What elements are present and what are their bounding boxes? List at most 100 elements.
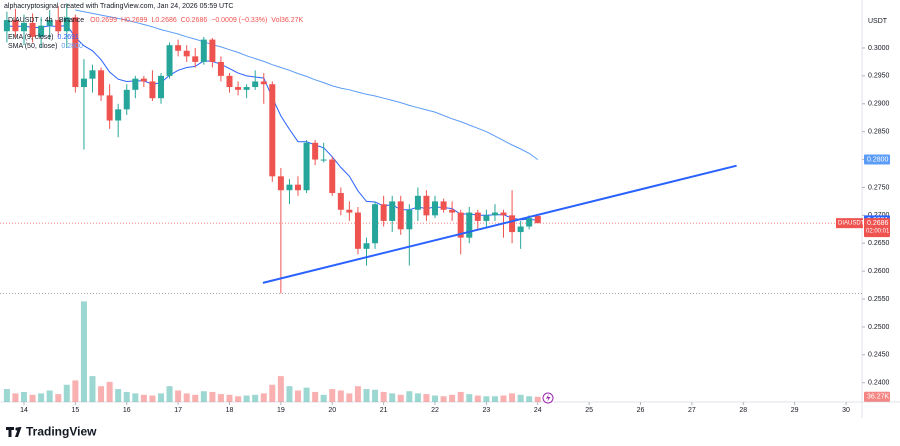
- y-tick-label: 0.3000: [868, 45, 890, 52]
- x-tick-label: 29: [791, 407, 799, 414]
- volume-bar: [183, 393, 190, 402]
- candle-body: [372, 204, 379, 244]
- volume-bar: [38, 393, 45, 402]
- candle-body: [20, 22, 27, 32]
- y-tick-label: 0.2650: [868, 240, 890, 247]
- x-tick-label: 27: [688, 407, 696, 414]
- candle-body: [80, 78, 87, 88]
- candle-body: [158, 75, 165, 99]
- volume-bar: [277, 376, 284, 402]
- volume-bar: [3, 389, 10, 402]
- candle-body: [286, 184, 293, 191]
- candle-body: [406, 209, 413, 230]
- volume-bar: [372, 389, 379, 402]
- volume-bar: [457, 391, 464, 402]
- volume-bar: [158, 393, 165, 402]
- x-tick-label: 26: [637, 407, 645, 414]
- x-tick-label: 17: [174, 407, 182, 414]
- volume-bar: [363, 389, 370, 402]
- indicator-price-label: 0.2800: [867, 156, 889, 163]
- candle-body: [500, 212, 507, 216]
- candle-body: [46, 20, 53, 26]
- volume-bar: [466, 394, 473, 402]
- candle-body: [29, 22, 36, 37]
- candle-body: [277, 176, 284, 191]
- price-tag: [864, 218, 890, 238]
- candle-body: [183, 50, 190, 57]
- candle-body: [217, 61, 224, 76]
- candle-body: [63, 17, 70, 32]
- volume-bar: [286, 386, 293, 402]
- volume-bar: [175, 390, 182, 402]
- candle-body: [380, 204, 387, 221]
- volume-bar: [397, 394, 404, 402]
- candle-body: [260, 81, 267, 85]
- candle-body: [526, 218, 533, 227]
- candle-body: [252, 81, 259, 88]
- ohlc-text: O0.2699: [90, 17, 117, 24]
- candle-body: [140, 78, 147, 82]
- candle-body: [123, 89, 130, 110]
- candle-body: [303, 142, 310, 191]
- candle-body: [337, 193, 344, 210]
- ohlc-text: −0.0009 (−0.33%): [211, 17, 267, 24]
- volume-bar: [63, 384, 70, 402]
- volume-bar: [123, 391, 130, 402]
- volume-bar: [149, 395, 156, 402]
- candle-body: [132, 78, 139, 90]
- volume-bar: [132, 393, 139, 402]
- volume-bar: [294, 390, 301, 402]
- candle-body: [226, 75, 233, 88]
- candle-body: [294, 184, 301, 191]
- volume-bar: [440, 396, 447, 402]
- legend-entry: EMA (9, close): [8, 34, 54, 41]
- x-tick-label: 14: [20, 407, 28, 414]
- candle-body: [3, 20, 10, 32]
- candle-body: [175, 45, 182, 51]
- volume-bar: [320, 394, 327, 402]
- currency: USDT: [868, 18, 888, 25]
- candle-body: [115, 109, 122, 121]
- candle-body: [534, 215, 541, 224]
- x-tick-label: 19: [277, 407, 285, 414]
- symbol-line: DIAUSDT · 4h · Binance: [8, 17, 84, 24]
- volume-bar: [192, 394, 199, 402]
- candle-body: [440, 201, 447, 210]
- candle-body: [98, 70, 105, 96]
- y-tick-label: 0.2750: [868, 184, 890, 191]
- candle-body: [389, 201, 396, 221]
- volume-bar: [252, 394, 259, 402]
- volume-bar: [140, 394, 147, 402]
- candle-body: [363, 243, 370, 249]
- brand-name: TradingView: [26, 425, 97, 439]
- symbol-tag: [836, 218, 863, 229]
- x-tick-label: 23: [482, 407, 490, 414]
- x-tick-label: 25: [585, 407, 593, 414]
- countdown-label: 02:00:01: [866, 229, 890, 235]
- candle-body: [312, 142, 319, 160]
- volume-bar: [534, 396, 541, 402]
- x-tick-label: 28: [739, 407, 747, 414]
- x-tick-label: 21: [380, 407, 388, 414]
- x-tick-label: 16: [123, 407, 131, 414]
- y-tick-label: 0.2950: [868, 73, 890, 80]
- volume-bar: [226, 394, 233, 402]
- volume-bar: [346, 393, 353, 402]
- candle-body: [200, 39, 207, 62]
- volume-tag-label: 36.27K: [867, 394, 890, 401]
- x-tick-label: 20: [328, 407, 336, 414]
- trendline: [262, 164, 737, 284]
- volume-tag: [864, 391, 890, 402]
- volume-bar: [55, 394, 62, 402]
- candle-body: [209, 39, 216, 62]
- x-tick-label: 30: [842, 407, 850, 414]
- symbol-tag-label: DIAUSDT: [838, 221, 865, 227]
- volume-bar: [12, 393, 19, 402]
- x-tick-label: 24: [534, 407, 542, 414]
- volume-bar: [29, 394, 36, 402]
- legend-value: 0.2800: [61, 43, 83, 50]
- candle-body: [414, 195, 421, 210]
- volume-bar: [491, 396, 498, 402]
- brand-logo: [6, 427, 22, 437]
